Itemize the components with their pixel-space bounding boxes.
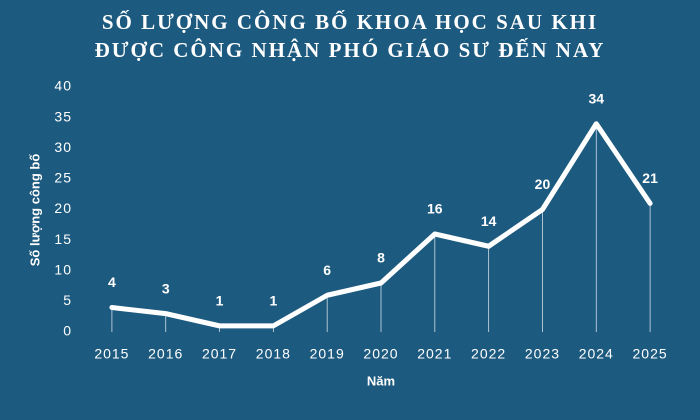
y-tick-label: 30 xyxy=(54,139,72,155)
data-label: 6 xyxy=(323,262,331,278)
y-tick-label: 20 xyxy=(54,200,72,216)
data-label: 4 xyxy=(108,274,116,290)
x-tick-label: 2015 xyxy=(94,346,129,362)
data-label: 1 xyxy=(216,293,224,309)
data-label: 20 xyxy=(535,176,551,192)
x-tick-label: 2018 xyxy=(256,346,291,362)
data-label: 16 xyxy=(427,201,443,217)
data-label: 3 xyxy=(162,280,170,296)
y-tick-label: 15 xyxy=(54,231,72,247)
y-tick-label: 25 xyxy=(54,170,72,186)
x-tick-label: 2021 xyxy=(417,346,452,362)
x-tick-label: 2017 xyxy=(202,346,237,362)
x-tick-label: 2024 xyxy=(579,346,614,362)
y-tick-label: 10 xyxy=(54,261,72,277)
data-label: 34 xyxy=(588,90,604,106)
x-tick-label: 2022 xyxy=(471,346,506,362)
x-tick-label: 2016 xyxy=(148,346,183,362)
y-tick-label: 0 xyxy=(63,323,72,339)
data-label: 8 xyxy=(377,250,385,266)
y-tick-label: 40 xyxy=(54,78,72,94)
x-tick-label: 2023 xyxy=(525,346,560,362)
x-tick-label: 2020 xyxy=(363,346,398,362)
x-axis-label: Năm xyxy=(367,373,395,388)
data-label: 21 xyxy=(642,170,658,186)
y-axis-label: Số lượng công bố xyxy=(27,154,42,267)
chart-title: ĐƯỢC CÔNG NHẬN PHÓ GIÁO SƯ ĐẾN NAY xyxy=(95,38,606,62)
data-label: 1 xyxy=(269,293,277,309)
y-tick-label: 35 xyxy=(54,108,72,124)
x-tick-label: 2019 xyxy=(310,346,345,362)
line xyxy=(109,121,653,329)
y-tick-label: 5 xyxy=(63,292,72,308)
data-label: 14 xyxy=(481,213,497,229)
x-tick-label: 2025 xyxy=(633,346,668,362)
chart-title: SỐ LƯỢNG CÔNG BỐ KHOA HỌC SAU KHI xyxy=(102,10,598,34)
